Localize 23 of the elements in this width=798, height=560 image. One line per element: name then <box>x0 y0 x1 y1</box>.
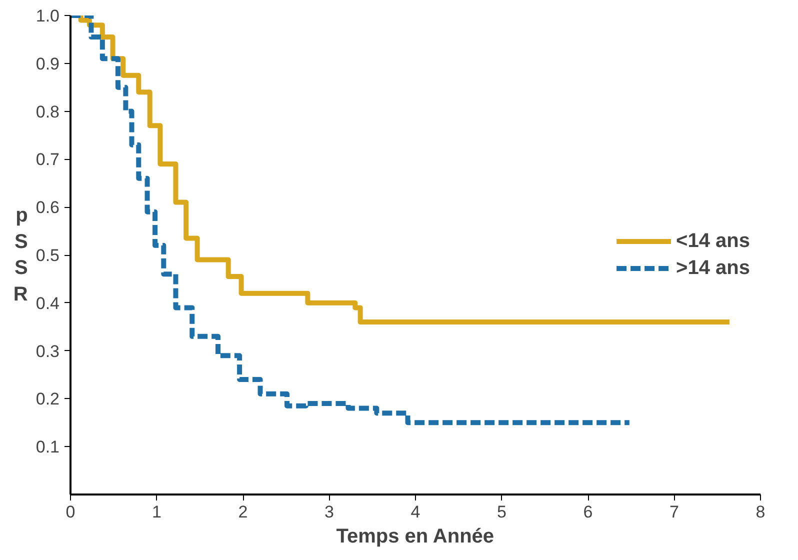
x-tick-label: 7 <box>670 502 679 522</box>
y-axis-title: pSSR <box>13 204 28 306</box>
legend-label: >14 ans <box>676 256 750 280</box>
y-tick-label: 0.9 <box>36 54 60 74</box>
x-tick-label: 1 <box>152 502 162 522</box>
legend-label: <14 ans <box>676 230 750 252</box>
y-tick-label: 0.1 <box>36 438 60 457</box>
y-tick-label: 1.0 <box>36 6 60 26</box>
y-tick-label: 0.6 <box>36 198 60 218</box>
y-tick-label: 0.7 <box>36 150 60 170</box>
x-tick-label: 2 <box>238 502 248 522</box>
x-tick-label: 5 <box>497 502 506 522</box>
x-tick-label: 3 <box>324 502 334 522</box>
y-tick-label: 0.8 <box>36 102 60 122</box>
y-tick-label: 0.3 <box>36 342 60 361</box>
x-tick-label: 6 <box>583 502 593 522</box>
x-tick-label: 0 <box>66 502 76 522</box>
x-tick-label: 8 <box>756 502 766 522</box>
y-tick-label: 0.2 <box>36 390 60 409</box>
x-tick-label: 4 <box>410 502 420 522</box>
y-tick-label: 0.5 <box>36 246 60 265</box>
y-tick-label: 0.4 <box>36 294 60 313</box>
x-axis-title: Temps en Année <box>336 526 494 548</box>
